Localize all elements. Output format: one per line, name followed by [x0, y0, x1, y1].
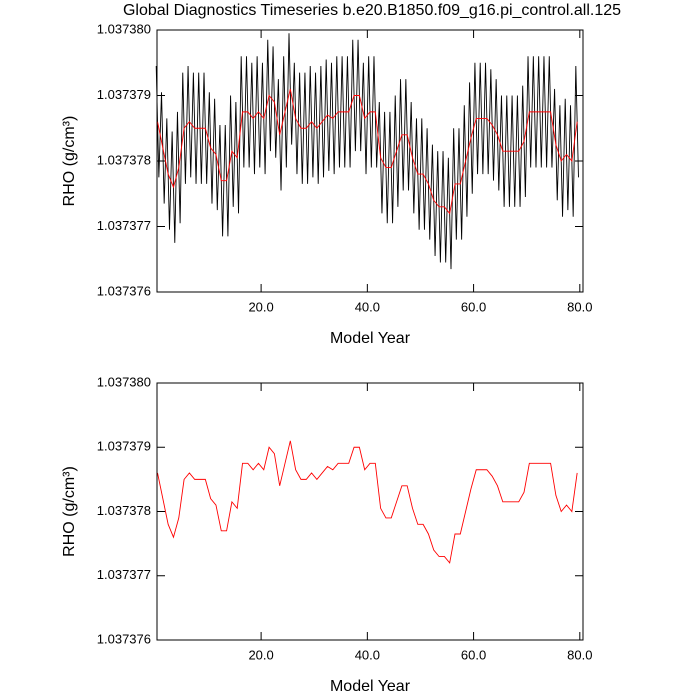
x-tick-label: 40.0 [355, 299, 380, 314]
y-tick-label: 1.037379 [97, 87, 151, 102]
x-tick-label: 20.0 [248, 299, 273, 314]
x-tick-label: 60.0 [461, 647, 486, 662]
data-line [157, 88, 578, 215]
x-axis-label: Model Year [330, 678, 411, 695]
y-tick-label: 1.037379 [97, 439, 151, 454]
x-tick-label: 40.0 [355, 647, 380, 662]
y-tick-label: 1.037377 [97, 218, 151, 233]
x-tick-label: 80.0 [567, 299, 592, 314]
plot-frame [156, 382, 584, 641]
y-tick-label: 1.037380 [97, 374, 151, 389]
chart-title: Global Diagnostics Timeseries b.e20.B185… [123, 2, 621, 19]
plot-frame [156, 29, 584, 293]
data-line [157, 440, 578, 564]
x-tick-label: 20.0 [248, 647, 273, 662]
x-tick-label: 60.0 [461, 299, 486, 314]
y-tick-label: 1.037376 [97, 631, 151, 646]
y-tick-label: 1.037378 [97, 503, 151, 518]
y-axis-label: RHO (g/cm³) [61, 466, 78, 557]
y-tick-label: 1.037378 [97, 152, 151, 167]
x-axis-label: Model Year [330, 330, 411, 347]
y-tick-label: 1.037376 [97, 283, 151, 298]
x-tick-label: 80.0 [567, 647, 592, 662]
y-axis-label: RHO (g/cm³) [61, 116, 78, 207]
y-tick-label: 1.037377 [97, 567, 151, 582]
y-tick-label: 1.037380 [97, 21, 151, 36]
